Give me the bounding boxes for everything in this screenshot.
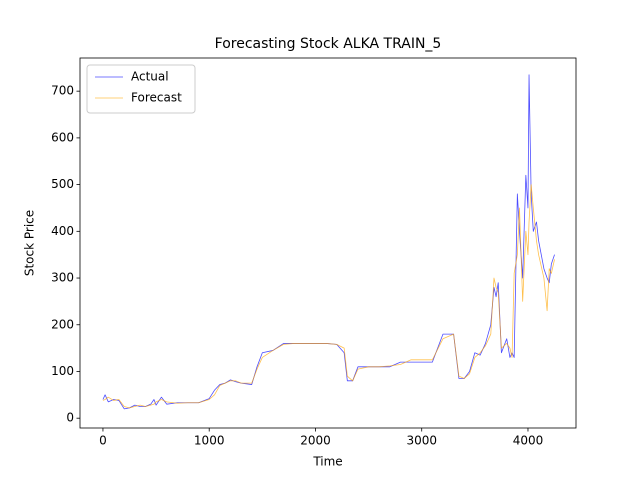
plot-frame	[79, 57, 577, 429]
y-tick-label: 500	[51, 177, 74, 191]
series-line	[102, 74, 555, 410]
y-tick-label: 200	[51, 317, 74, 331]
y-tick-label: 600	[51, 130, 74, 144]
legend-label: Forecast	[131, 91, 182, 105]
y-tick-label: 700	[51, 84, 74, 98]
y-tick-label: 100	[51, 364, 74, 378]
legend-label: Actual	[131, 70, 169, 84]
x-tick-label: 1000	[194, 434, 225, 448]
y-axis-label: Stock Price	[23, 210, 37, 276]
x-axis-label: Time	[312, 455, 342, 469]
x-tick-label: 0	[99, 434, 107, 448]
y-tick-label: 300	[51, 271, 74, 285]
y-tick-label: 0	[66, 411, 74, 425]
x-tick-label: 3000	[406, 434, 437, 448]
y-tick-label: 400	[51, 224, 74, 238]
x-tick-label: 4000	[513, 434, 544, 448]
x-tick-label: 2000	[300, 434, 331, 448]
series-line	[102, 184, 555, 409]
chart-title: Forecasting Stock ALKA TRAIN_5	[215, 36, 442, 52]
